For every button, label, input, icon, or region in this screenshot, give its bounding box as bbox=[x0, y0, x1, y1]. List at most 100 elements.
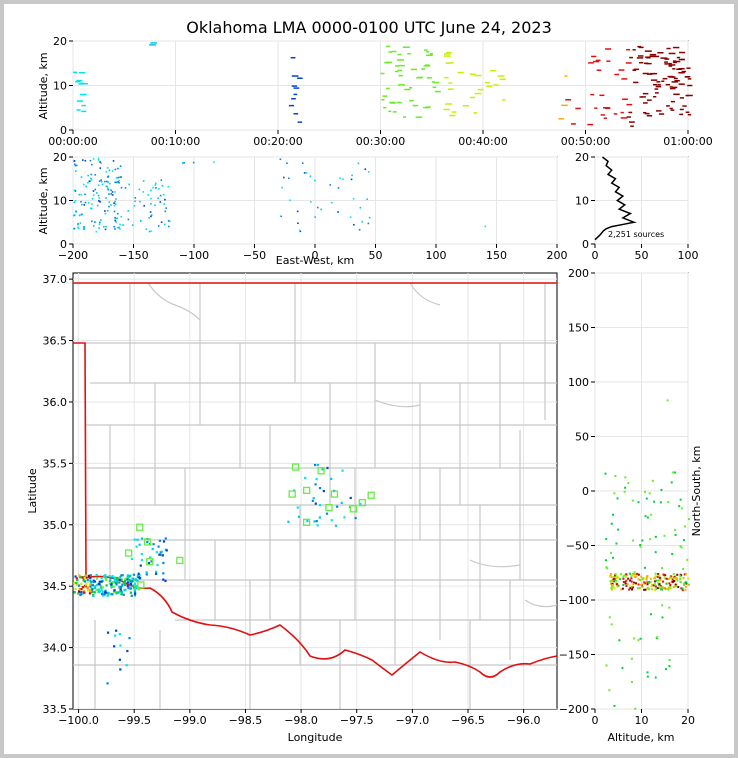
plan-view-xtick-label: −97.5 bbox=[340, 714, 374, 727]
ew-height-source bbox=[286, 162, 288, 164]
ns-height-source bbox=[641, 577, 644, 580]
ns-height-source bbox=[643, 566, 646, 569]
ew-height-source bbox=[361, 221, 364, 223]
time-height-source bbox=[484, 81, 490, 84]
time-height-source bbox=[656, 110, 662, 112]
plan-view-source bbox=[134, 586, 138, 589]
time-height-source bbox=[614, 73, 620, 76]
plan-view-source bbox=[104, 589, 107, 592]
ew-height-source bbox=[95, 230, 98, 233]
ew-height-source bbox=[120, 215, 123, 218]
plan-view-grid bbox=[73, 273, 557, 709]
plan-view-source bbox=[120, 593, 123, 596]
ns-height-source bbox=[628, 588, 631, 591]
ew-height-source bbox=[305, 172, 308, 174]
ns-height-source bbox=[609, 580, 612, 583]
ns-height-source bbox=[671, 471, 674, 474]
plan-view-source bbox=[146, 541, 149, 544]
time-height-source bbox=[646, 114, 653, 117]
plan-view-source bbox=[128, 575, 131, 578]
plan-view-source bbox=[149, 556, 152, 559]
plan-view-source bbox=[87, 574, 90, 577]
ns-height-source bbox=[650, 585, 653, 588]
time-height-source bbox=[654, 92, 659, 94]
time-height-source bbox=[149, 44, 156, 46]
plan-view-ytick-label: 35.0 bbox=[43, 519, 68, 532]
time-height-ticks: 00:00:00 00:10:00 00:20:00 00:30:00 00:40:00… bbox=[48, 35, 712, 148]
ns-height-source bbox=[646, 581, 649, 584]
time-height-source bbox=[658, 113, 665, 115]
ew-height-source bbox=[368, 216, 371, 219]
plan-view-source bbox=[81, 576, 84, 579]
time-height-source bbox=[425, 64, 430, 66]
time-height-source bbox=[434, 90, 441, 93]
ew-height-source bbox=[91, 220, 93, 223]
time-height-source bbox=[685, 111, 690, 113]
ew-height-source bbox=[117, 167, 119, 170]
ns-height-source bbox=[654, 580, 657, 583]
plan-view-source bbox=[121, 574, 124, 577]
time-height-source bbox=[682, 105, 687, 107]
time-height-source bbox=[394, 70, 399, 73]
plan-view-source bbox=[110, 582, 113, 585]
plan-view-source bbox=[150, 560, 153, 563]
plan-view-source bbox=[122, 593, 125, 596]
ns-height-source bbox=[659, 585, 662, 588]
time-height-source bbox=[395, 65, 400, 67]
ew-height-source bbox=[91, 197, 94, 200]
time-height-xtick-label: 00:00:00 bbox=[48, 135, 97, 148]
ew-height-source bbox=[297, 222, 299, 225]
ns-height-source bbox=[624, 486, 627, 489]
time-height-source bbox=[606, 60, 611, 62]
ew-height-source bbox=[145, 228, 148, 231]
ew-height-source bbox=[192, 161, 195, 164]
plan-view-source bbox=[79, 576, 82, 579]
plan-view-source bbox=[126, 584, 129, 588]
ew-height-sources bbox=[73, 157, 487, 233]
ew-height-source bbox=[98, 223, 101, 226]
time-height-source bbox=[443, 55, 451, 57]
ns-height-source bbox=[625, 573, 628, 576]
plan-view-source bbox=[84, 584, 88, 587]
ew-height-source bbox=[94, 188, 97, 191]
lma-stations bbox=[124, 463, 375, 589]
ns-height-source bbox=[629, 585, 632, 588]
ew-height-source bbox=[96, 204, 99, 207]
ns-height-source bbox=[624, 582, 627, 585]
plan-view-source bbox=[77, 592, 80, 595]
plan-view-source bbox=[140, 552, 143, 556]
ns-height-source bbox=[610, 588, 613, 591]
ns-height-source bbox=[616, 583, 619, 586]
ns-height-source bbox=[650, 580, 653, 583]
ns-height-source bbox=[685, 573, 688, 576]
ns-height-source bbox=[686, 558, 689, 561]
ns-height-source bbox=[609, 575, 612, 578]
ns-height-source bbox=[674, 574, 677, 577]
ew-height-source bbox=[104, 180, 106, 183]
ns-height-source bbox=[679, 581, 682, 584]
ns-height-source bbox=[661, 586, 664, 589]
ew-height-source bbox=[74, 164, 77, 167]
ns-height-source bbox=[680, 546, 683, 549]
plan-view-source bbox=[162, 561, 165, 565]
plan-view-panel: −100.0 −99.5 −99.0 −98.5 −98.0 −97.5 −97.0 −96.… bbox=[26, 272, 558, 744]
time-height-source bbox=[639, 61, 644, 64]
plan-view-source bbox=[316, 524, 319, 527]
plan-view-source bbox=[311, 499, 314, 502]
ew-height-source bbox=[168, 225, 170, 228]
ns-height-source bbox=[618, 639, 621, 642]
ns-height-source bbox=[663, 586, 666, 589]
plan-view-source bbox=[86, 589, 90, 592]
ew-height-source bbox=[84, 159, 87, 162]
ew-height-source bbox=[84, 193, 86, 196]
ns-height-source bbox=[683, 573, 686, 576]
time-height-source bbox=[398, 64, 405, 67]
time-height-source bbox=[633, 68, 640, 71]
plan-view-sources bbox=[73, 463, 362, 685]
ns-height-source bbox=[680, 587, 683, 590]
ns-height-source bbox=[630, 588, 633, 591]
ns-height-source bbox=[668, 582, 671, 585]
ew-height-source bbox=[142, 191, 145, 193]
time-height-sources bbox=[73, 42, 693, 127]
time-height-source bbox=[457, 71, 464, 74]
